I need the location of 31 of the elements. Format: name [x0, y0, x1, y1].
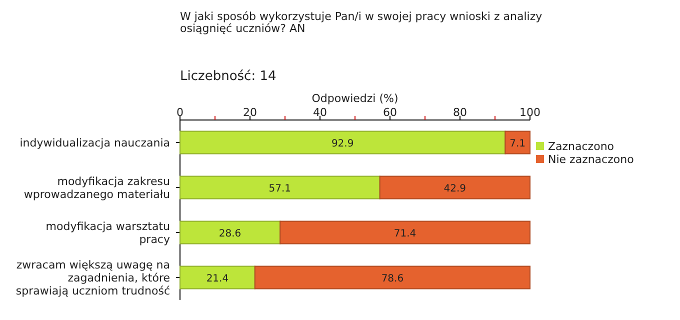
data-label: 71.4: [394, 228, 416, 240]
data-label: 21.4: [206, 274, 229, 284]
legend-label: Zaznaczono: [548, 140, 614, 153]
x-axis-title: Odpowiedzi (%): [312, 92, 398, 105]
bar: [254, 266, 530, 290]
data-label: 57.1: [268, 184, 292, 194]
x-tick-label: 60: [383, 106, 397, 119]
chart-title: W jaki sposób wykorzystuje Pan/i w swojej pracy wnioski z analizy osiągnięć uczniów? AN: [180, 10, 543, 35]
data-label: 92.9: [331, 138, 354, 150]
x-tick-label: 100: [520, 106, 540, 119]
data-label: 28.6: [218, 228, 242, 240]
x-tick-label: 40: [313, 106, 327, 119]
x-tick-label: 0: [176, 106, 184, 119]
data-label: 78.6: [381, 274, 404, 284]
y-tick-label: zwracam większą uwagę na zagadnienia, które sprawiają uczniom trudność: [16, 258, 170, 298]
legend-label: Nie zaznaczono: [548, 153, 634, 166]
x-tick-label: 80: [453, 106, 467, 119]
bar: [180, 176, 380, 200]
data-label: 42.9: [444, 184, 466, 194]
bar: [180, 220, 281, 244]
y-tick-label: modyfikacja warsztatu pracy: [46, 220, 170, 246]
y-tick-label: indywidualizacja nauczania: [20, 136, 170, 150]
chart-subtitle: Liczebność: 14: [180, 69, 276, 84]
bar: [280, 220, 530, 244]
data-label: 7.1: [510, 138, 526, 150]
bar: [504, 130, 530, 154]
bar: [180, 130, 506, 154]
bar: [180, 266, 256, 290]
bar: [379, 176, 530, 200]
x-tick-label: 20: [243, 106, 257, 119]
y-tick-label: modyfikacja zakresu wprowadzanego materiału: [24, 175, 170, 201]
